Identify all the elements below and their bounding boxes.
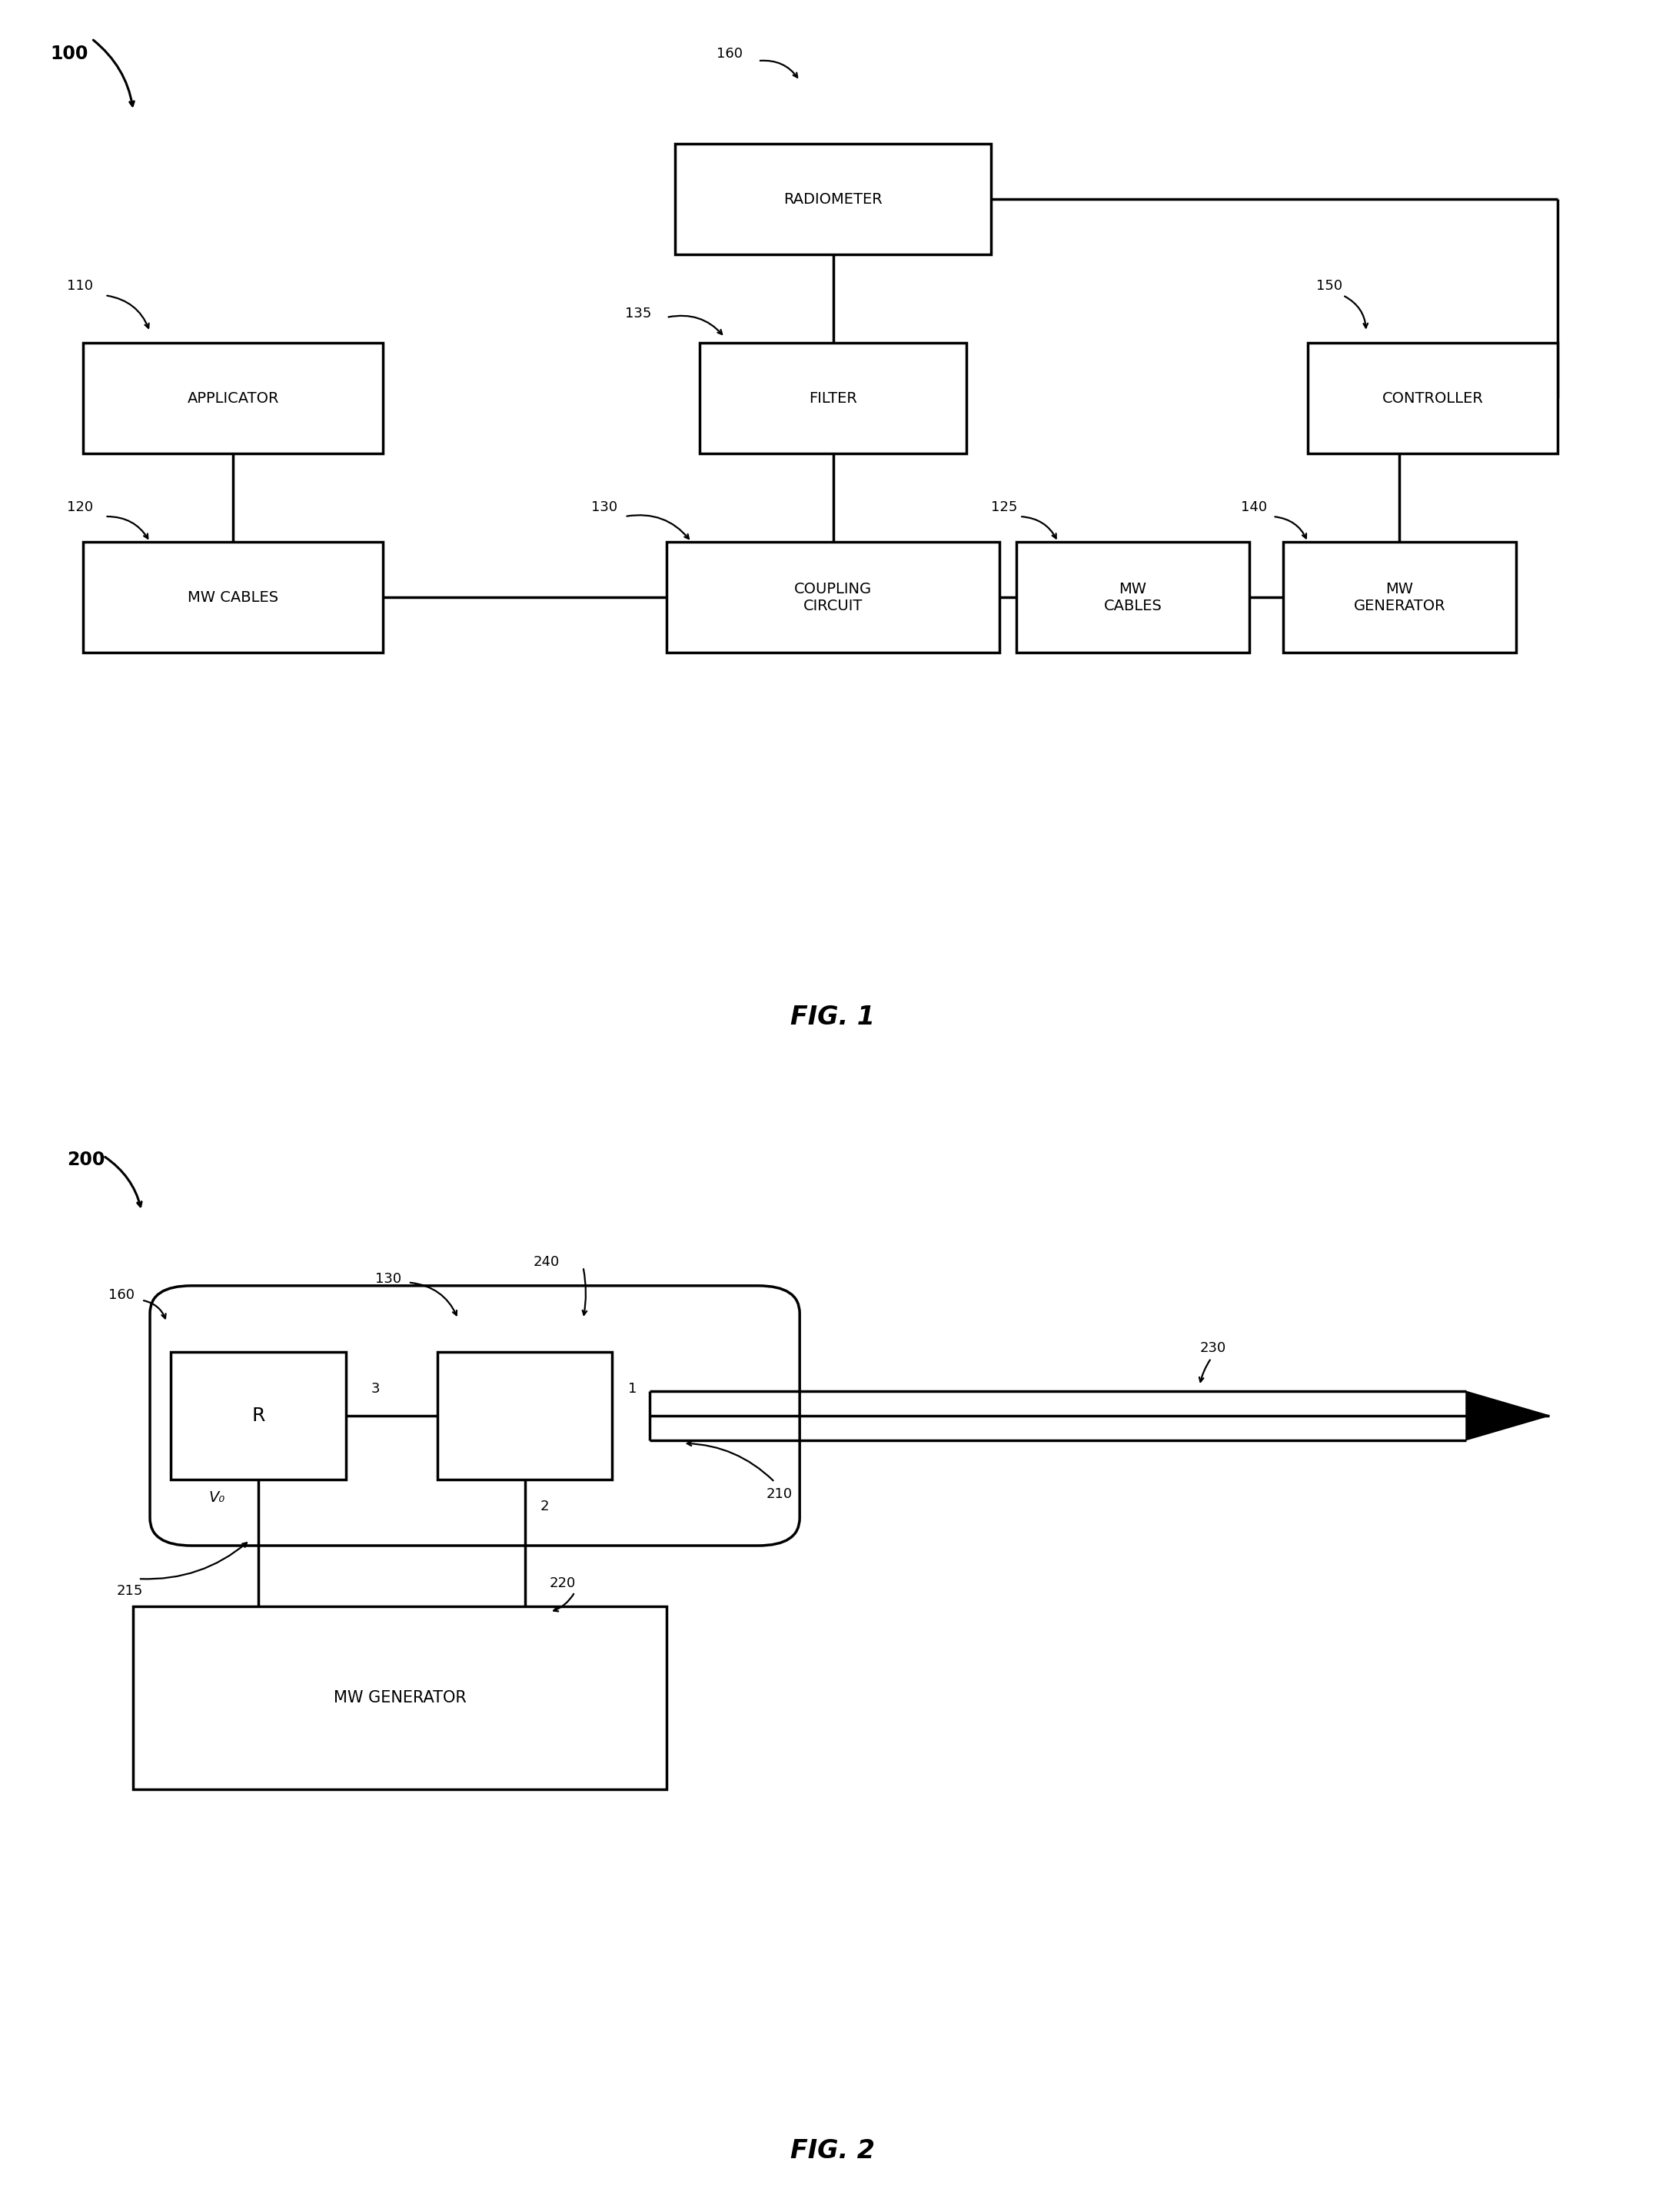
Text: 140: 140 [1241,500,1268,515]
FancyBboxPatch shape [1308,343,1558,453]
Text: 150: 150 [1316,279,1343,294]
Text: R: R [252,1407,265,1425]
Text: V₀: V₀ [208,1491,225,1504]
Text: 230: 230 [1200,1340,1226,1354]
FancyBboxPatch shape [700,343,966,453]
Text: 160: 160 [108,1287,135,1303]
Text: 240: 240 [533,1254,560,1270]
Text: FILTER: FILTER [808,392,858,405]
Text: 120: 120 [67,500,93,515]
FancyBboxPatch shape [133,1606,666,1790]
Text: 3: 3 [372,1382,380,1396]
FancyBboxPatch shape [675,144,991,254]
Text: APPLICATOR: APPLICATOR [187,392,280,405]
Text: 100: 100 [50,44,88,62]
Text: FIG. 2: FIG. 2 [791,2139,875,2163]
FancyBboxPatch shape [666,542,1000,653]
FancyBboxPatch shape [1283,542,1516,653]
FancyBboxPatch shape [436,1352,613,1480]
Text: FIG. 1: FIG. 1 [791,1004,875,1031]
Text: 110: 110 [67,279,93,294]
FancyBboxPatch shape [1016,542,1250,653]
Text: MW
GENERATOR: MW GENERATOR [1353,582,1446,613]
Text: MW
CABLES: MW CABLES [1103,582,1163,613]
Text: 200: 200 [67,1150,105,1168]
Text: 130: 130 [375,1272,402,1285]
Text: 210: 210 [766,1486,793,1502]
Text: 135: 135 [625,307,651,321]
Polygon shape [1466,1391,1549,1440]
Text: MW CABLES: MW CABLES [188,591,278,604]
Text: 130: 130 [591,500,618,515]
Text: 125: 125 [991,500,1018,515]
FancyBboxPatch shape [150,1285,800,1546]
FancyBboxPatch shape [172,1352,347,1480]
Text: CONTROLLER: CONTROLLER [1383,392,1483,405]
Text: 1: 1 [628,1382,636,1396]
Text: 215: 215 [117,1584,143,1599]
Text: COUPLING
CIRCUIT: COUPLING CIRCUIT [795,582,871,613]
Text: 160: 160 [716,46,743,60]
Text: 2: 2 [540,1500,550,1513]
Text: MW GENERATOR: MW GENERATOR [333,1690,466,1705]
FancyBboxPatch shape [83,343,383,453]
Text: RADIOMETER: RADIOMETER [783,192,883,206]
Text: 220: 220 [550,1575,576,1590]
FancyBboxPatch shape [83,542,383,653]
